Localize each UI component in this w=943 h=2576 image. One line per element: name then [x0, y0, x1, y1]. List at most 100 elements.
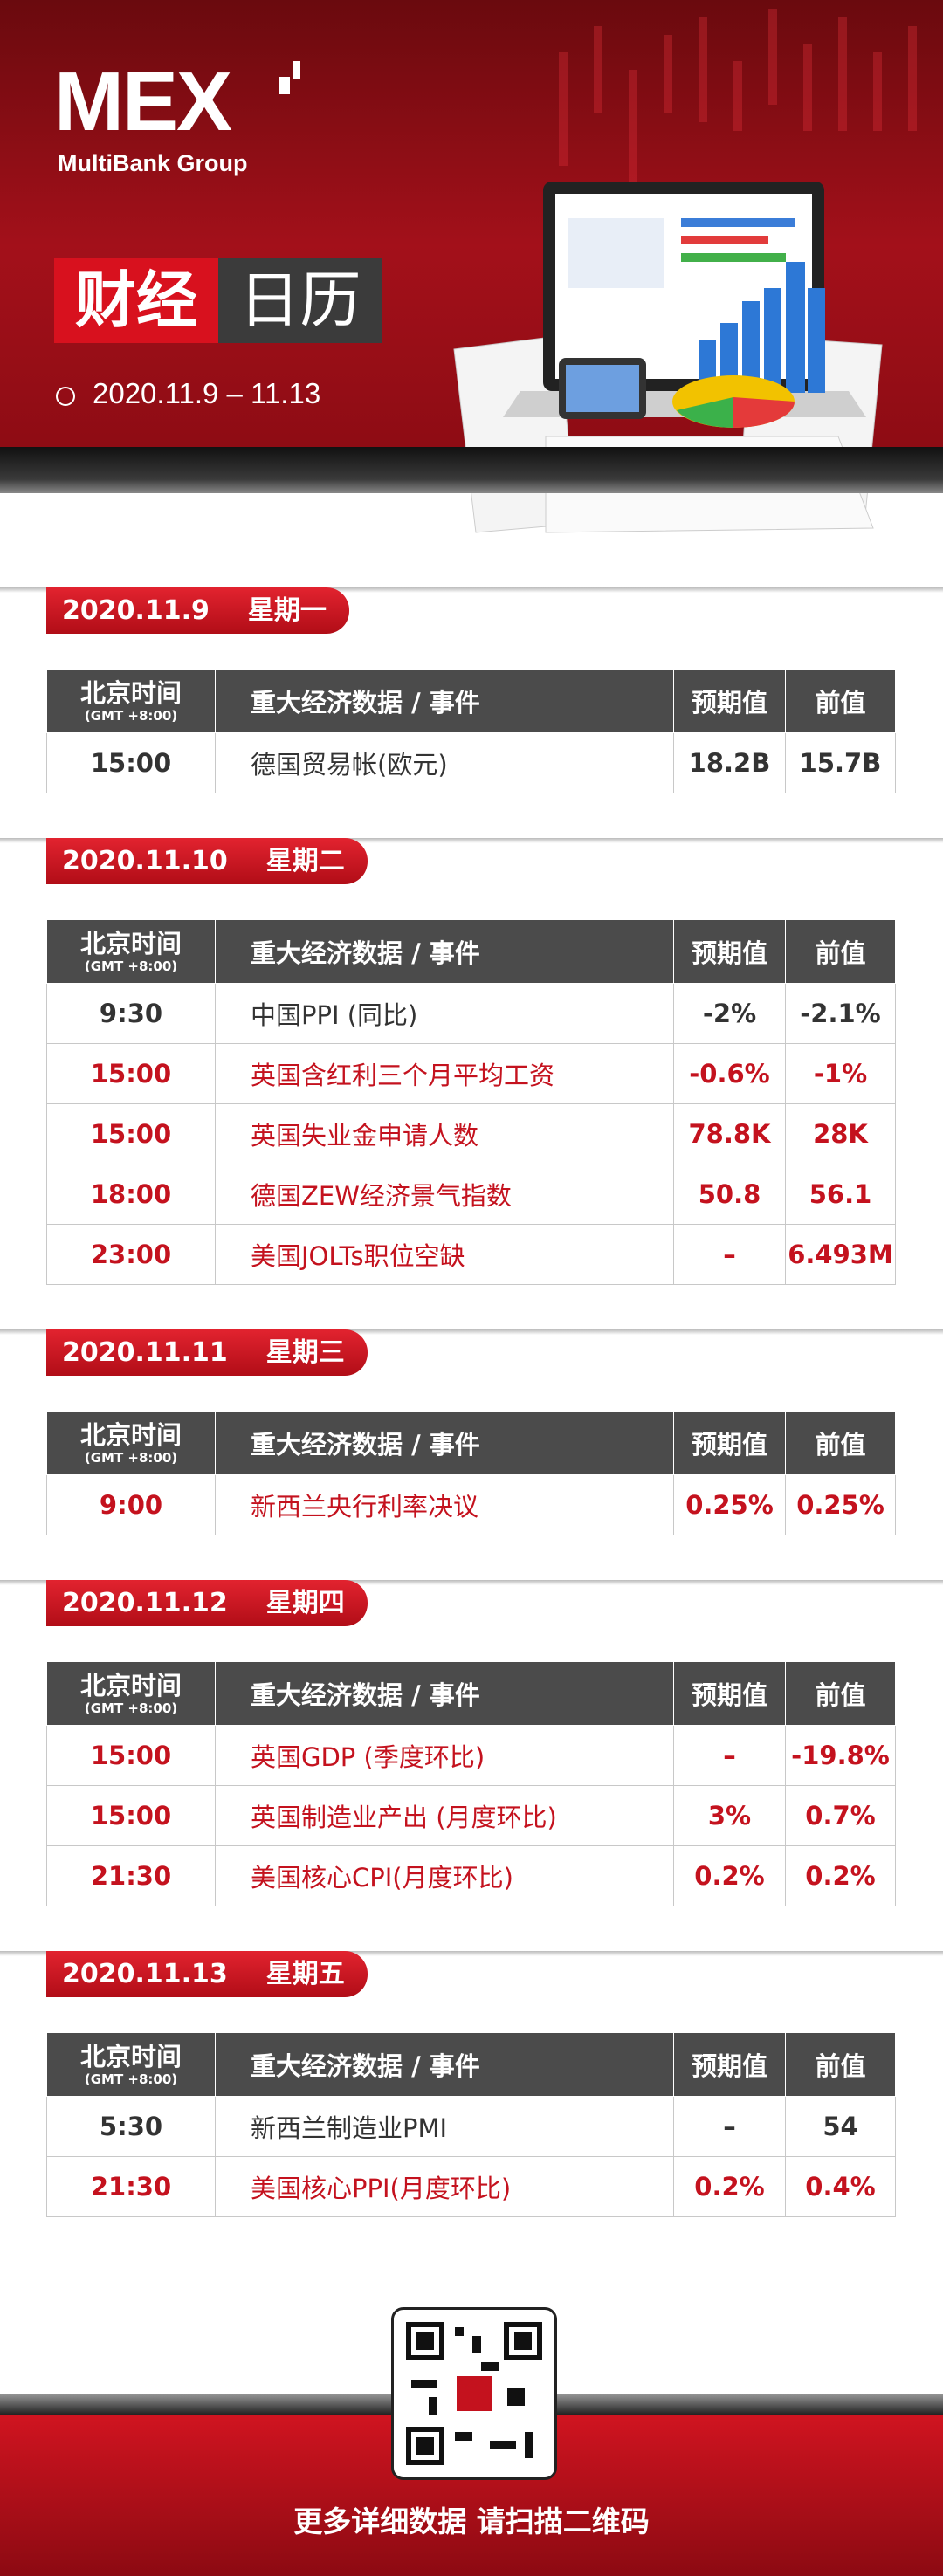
- header-timezone: (GMT +8:00): [84, 2071, 178, 2087]
- header-previous: 前值: [785, 2032, 896, 2097]
- event-time: 5:30: [46, 2096, 216, 2157]
- header-timezone: (GMT +8:00): [84, 1450, 178, 1466]
- event-previous: 0.25%: [785, 1474, 896, 1535]
- header-forecast: 预期值: [673, 669, 786, 733]
- events-table: 北京时间 (GMT +8:00) 重大经济数据 / 事件 预期值 前值 5:30 新西兰制造…: [46, 2032, 896, 2217]
- events-table: 北京时间 (GMT +8:00) 重大经济数据 / 事件 预期值 前值 15:00 英国GD…: [46, 1661, 896, 1906]
- events-table: 北京时间 (GMT +8:00) 重大经济数据 / 事件 预期值 前值 9:00 新西兰央行…: [46, 1411, 896, 1535]
- bullet: [56, 387, 75, 406]
- day-tag-line: 2020.11.11 星期三: [0, 1329, 943, 1376]
- brand: MultiBank Group: [58, 150, 248, 176]
- header-time: 北京时间 (GMT +8:00): [46, 919, 216, 984]
- event-time: 21:30: [46, 1845, 216, 1906]
- event-forecast: –: [673, 2096, 786, 2157]
- logo: MEX: [54, 55, 232, 148]
- header-previous: 前值: [785, 669, 896, 733]
- event-forecast: 0.2%: [673, 1845, 786, 1906]
- event-time: 15:00: [46, 1785, 216, 1846]
- day-section: 2020.11.10 星期二 北京时间 (GMT +8:00) 重大经济数据 / 事件预…: [0, 793, 943, 1285]
- event-forecast: 78.8K: [673, 1103, 786, 1164]
- header-row: 北京时间 (GMT +8:00) 重大经济数据 / 事件 预期值 前值: [46, 2032, 896, 2097]
- event-name: 英国含红利三个月平均工资: [215, 1043, 674, 1104]
- date-range: 2020.11.9 – 11.13: [93, 377, 321, 409]
- event-row: 15:00 德国贸易帐(欧元) 18.2B 15.7B: [46, 732, 896, 793]
- event-time: 9:30: [46, 983, 216, 1044]
- event-previous: 56.1: [785, 1164, 896, 1225]
- event-name: 美国核心PPI(月度环比): [215, 2156, 674, 2217]
- day-date: 2020.11.10: [62, 846, 228, 876]
- event-name: 中国PPI (同比): [215, 983, 674, 1044]
- event-row: 15:00 英国失业金申请人数 78.8K 28K: [46, 1103, 896, 1164]
- event-forecast: 18.2B: [673, 732, 786, 793]
- header-timezone: (GMT +8:00): [84, 958, 178, 974]
- day-section: 2020.11.12 星期四北京时间 (GMT +8:00) 重大经济数据 / 事件预…: [0, 1535, 943, 1906]
- events-table: 北京时间 (GMT +8:00) 重大经济数据 / 事件 预期值 前值 15:00 德国贸易…: [46, 669, 896, 793]
- event-time: 21:30: [46, 2156, 216, 2217]
- header-time-label: 北京时间: [79, 1671, 182, 1700]
- event-name: 美国核心CPI(月度环比): [215, 1845, 674, 1906]
- event-row: 15:00 英国GDP (季度环比) – -19.8%: [46, 1725, 896, 1786]
- event-previous: 0.7%: [785, 1785, 896, 1846]
- event-time: 15:00: [46, 732, 216, 793]
- header-time: 北京时间 (GMT +8:00): [46, 669, 216, 733]
- event-name: 德国ZEW经济景气指数: [215, 1164, 674, 1225]
- day-section: 2020.11.13 星期五 北京时间 (GMT +8:00) 重大经济数据 / 事件预…: [0, 1906, 943, 2217]
- event-name: 英国制造业产出 (月度环比): [215, 1785, 674, 1846]
- header-event: 重大经济数据 / 事件: [215, 1411, 674, 1475]
- event-row: 21:30 美国核心PPI(月度环比) 0.2% 0.4%: [46, 2156, 896, 2217]
- event-name: 美国JOLTs职位空缺: [215, 1224, 674, 1285]
- header-time-label: 北京时间: [79, 678, 182, 708]
- event-previous: 0.2%: [785, 1845, 896, 1906]
- day-tag: 2020.11.12 星期四: [46, 1580, 368, 1626]
- header-forecast: 预期值: [673, 2032, 786, 2097]
- header-time-label: 北京时间: [79, 2042, 182, 2071]
- event-row: 5:30 新西兰制造业PMI –54: [46, 2096, 896, 2157]
- event-row: 15:00 英国制造业产出 (月度环比) 3% 0.7%: [46, 1785, 896, 1846]
- header-event: 重大经济数据 / 事件: [215, 919, 674, 984]
- qr-pattern: [406, 2322, 542, 2465]
- header-row: 北京时间 (GMT +8:00) 重大经济数据 / 事件 预期值 前值: [46, 1411, 896, 1475]
- header-event: 重大经济数据 / 事件: [215, 669, 674, 733]
- header-event: 重大经济数据 / 事件: [215, 2032, 674, 2097]
- day-date: 2020.11.12: [62, 1588, 228, 1618]
- events-table: 北京时间 (GMT +8:00) 重大经济数据 / 事件 预期值 前值 9:30 中国PPI…: [46, 919, 896, 1285]
- event-name: 英国GDP (季度环比): [215, 1725, 674, 1786]
- event-forecast: -2%: [673, 983, 786, 1044]
- day-section: 2020.11.9 星期一 北京时间 (GMT +8:00) 重大经济数据 / 事件 预期…: [0, 493, 943, 793]
- event-row: 23:00 美国JOLTs职位空缺 –6.493M: [46, 1224, 896, 1285]
- header-previous: 前值: [785, 1411, 896, 1475]
- day-weekday: 星期三: [265, 1337, 345, 1368]
- day-tag: 2020.11.13 星期五: [46, 1951, 368, 1997]
- event-name: 新西兰制造业PMI: [215, 2096, 674, 2157]
- event-row: 18:00 德国ZEW经济景气指数 50.8 56.1: [46, 1164, 896, 1225]
- header-time: 北京时间 (GMT +8:00): [46, 1661, 216, 1726]
- header-row: 北京时间 (GMT +8:00) 重大经济数据 / 事件 预期值 前值: [46, 919, 896, 984]
- event-forecast: –: [673, 1224, 786, 1285]
- day-tag-line: 2020.11.10 星期二: [0, 838, 943, 884]
- header-graphic: [279, 9, 917, 201]
- content: 2020.11.9 星期一 北京时间 (GMT +8:00) 重大经济数据 / 事件 预期…: [0, 493, 943, 2217]
- header-forecast: 预期值: [673, 1661, 786, 1726]
- footer-text: 更多详细数据 请扫描二维码: [293, 2504, 650, 2538]
- day-tag-line: 2020.11.13 星期五: [0, 1951, 943, 1997]
- title-part2: 日历: [218, 258, 382, 343]
- header-time: 北京时间 (GMT +8:00): [46, 2032, 216, 2097]
- title-part1: 财经: [54, 258, 218, 343]
- header-time-label: 北京时间: [79, 1420, 182, 1450]
- day-tag: 2020.11.10 星期二: [46, 838, 368, 884]
- day-date: 2020.11.11: [62, 1337, 228, 1368]
- event-forecast: 0.25%: [673, 1474, 786, 1535]
- header-time: 北京时间 (GMT +8:00): [46, 1411, 216, 1475]
- header-row: 北京时间 (GMT +8:00) 重大经济数据 / 事件 预期值 前值: [46, 669, 896, 733]
- event-previous: 6.493M: [785, 1224, 896, 1285]
- event-name: 新西兰央行利率决议: [215, 1474, 674, 1535]
- event-time: 18:00: [46, 1164, 216, 1225]
- event-previous: 15.7B: [785, 732, 896, 793]
- event-forecast: 0.2%: [673, 2156, 786, 2217]
- event-name: 英国失业金申请人数: [215, 1103, 674, 1164]
- event-name: 德国贸易帐(欧元): [215, 732, 674, 793]
- event-row: 15:00 英国含红利三个月平均工资 -0.6% -1%: [46, 1043, 896, 1104]
- event-forecast: 50.8: [673, 1164, 786, 1225]
- event-forecast: 3%: [673, 1785, 786, 1846]
